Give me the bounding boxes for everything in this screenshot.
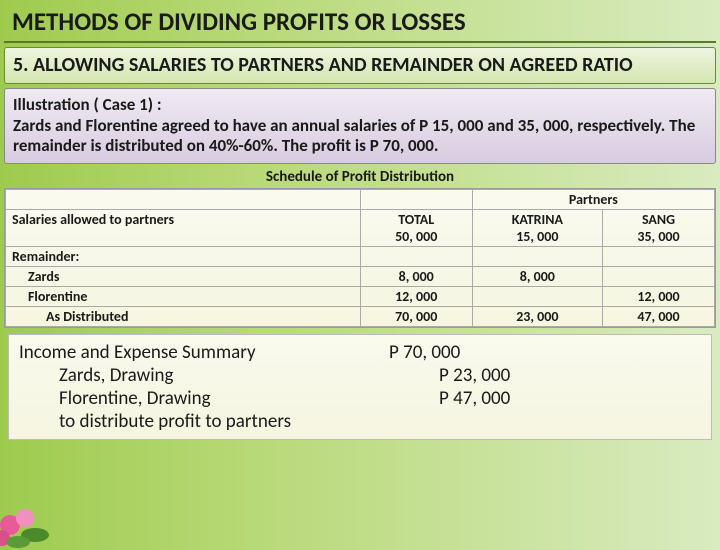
cell-asdist-total: 70, 000 [360,307,472,327]
cell-salaries-p1: 15, 000 [479,228,596,245]
illustration-heading: Illustration ( Case 1) : [13,95,707,116]
page-title: METHODS OF DIVIDING PROFITS OR LOSSES [4,0,716,43]
col-p1-header: KATRINA [479,211,596,228]
journal-line2-value: P 23, 000 [389,364,701,387]
cell-flor-p1 [472,287,602,307]
row-asdist-label: As Distributed [6,307,361,327]
illustration-box: Illustration ( Case 1) : Zards and Flore… [4,88,716,164]
partners-header: Partners [472,190,714,210]
schedule-table-wrap: Partners Salaries allowed to partners TO… [4,188,716,328]
journal-line2-label: Zards, Drawing [19,364,389,387]
cell-salaries-p2: 35, 000 [609,228,708,245]
cell-flor-total: 12, 000 [360,287,472,307]
row-flor-label: Florentine [6,287,361,307]
cell-zards-p1: 8, 000 [472,267,602,287]
journal-line1-value: P 70, 000 [389,341,701,364]
schedule-title: Schedule of Profit Distribution [0,168,720,186]
cell-salaries-total: 50, 000 [367,228,466,245]
cell-zards-total: 8, 000 [360,267,472,287]
journal-line3-label: Florentine, Drawing [19,387,389,410]
journal-entry: Income and Expense Summary P 70, 000 Zar… [8,334,712,440]
col-p2-header: SANG [609,211,708,228]
col-total-header: TOTAL [367,211,466,228]
row-remainder-label: Remainder: [6,247,361,267]
flower-decoration-icon [0,470,70,550]
schedule-table: Partners Salaries allowed to partners TO… [5,189,715,327]
section-subtitle: 5. ALLOWING SALARIES TO PARTNERS AND REM… [4,47,716,84]
illustration-body: Zards and Florentine agreed to have an a… [13,116,707,157]
cell-asdist-p1: 23, 000 [472,307,602,327]
cell-zards-p2 [602,267,714,287]
journal-line3-value: P 47, 000 [389,387,701,410]
cell-flor-p2: 12, 000 [602,287,714,307]
journal-line4-label: to distribute profit to partners [19,410,389,433]
row-salaries-label: Salaries allowed to partners [6,210,361,247]
cell-asdist-p2: 47, 000 [602,307,714,327]
journal-line1-label: Income and Expense Summary [19,341,389,364]
row-zards-label: Zards [6,267,361,287]
